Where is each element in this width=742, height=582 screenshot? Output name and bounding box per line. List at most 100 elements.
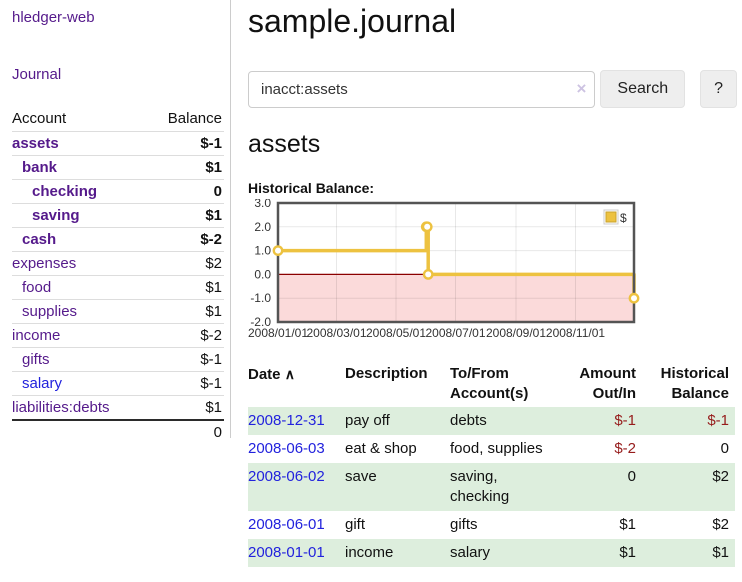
account-row: food $1 — [12, 275, 224, 300]
balance-cell: 0 — [720, 440, 729, 457]
account-name-cell: bank — [12, 155, 148, 180]
account-balance: $2 — [147, 251, 224, 276]
account-column-header: Account — [12, 107, 148, 132]
account-balance: $1 — [147, 299, 224, 324]
transaction-date-link[interactable]: 2008-06-02 — [248, 468, 325, 485]
account-row: expenses $2 — [12, 251, 224, 276]
account-link-supplies[interactable]: supplies — [22, 303, 78, 320]
account-link-income[interactable]: income — [12, 327, 61, 344]
account-name-cell: food — [12, 275, 148, 300]
page-title: sample.journal — [248, 3, 457, 39]
account-row: salary $-1 — [12, 371, 224, 396]
account-row: cash $-2 — [12, 227, 224, 252]
clear-search-icon[interactable]: × — [576, 78, 587, 98]
account-link-saving[interactable]: saving — [32, 207, 80, 224]
account-balance: 0 — [147, 179, 224, 204]
account-balance: $-2 — [147, 227, 224, 252]
svg-text:0.0: 0.0 — [254, 267, 271, 281]
account-name-cell: liabilities:debts — [12, 396, 147, 421]
search-button[interactable]: Search — [600, 70, 686, 108]
account-balance: $1 — [147, 203, 224, 228]
balance-chart: 3.0 2.0 1.0 0.0 -1.0 -2.0 2008/01/01 2008/03/01… — [248, 199, 737, 340]
transaction-date-link[interactable]: 2008-06-03 — [248, 440, 325, 457]
account-link-salary[interactable]: salary — [22, 375, 63, 392]
app-title-link[interactable]: hledger-web — [12, 9, 95, 26]
account-heading: assets — [248, 130, 321, 158]
account-link-bank[interactable]: bank — [22, 159, 58, 176]
account-name-cell: supplies — [12, 299, 148, 324]
account-balance: $-1 — [147, 347, 224, 372]
transaction-date-link[interactable]: 2008-12-31 — [248, 412, 325, 429]
date-cell: 2008-06-01 — [248, 511, 345, 539]
accounts-cell: gifts — [450, 516, 478, 533]
search-input[interactable] — [248, 70, 596, 108]
transaction-date-link[interactable]: 2008-06-01 — [248, 516, 325, 533]
register-table: Date ∧ Description To/From Account(s) Am… — [248, 361, 735, 567]
account-balance: $-1 — [147, 131, 224, 156]
account-name-cell: saving — [12, 203, 148, 228]
help-button[interactable]: ? — [700, 70, 737, 108]
balance-chart-svg: 3.0 2.0 1.0 0.0 -1.0 -2.02008/01/012008/03/01… — [248, 199, 640, 340]
description-cell: gift — [345, 516, 366, 533]
balance-cell: $2 — [712, 516, 729, 533]
accounts-cell: food, supplies — [450, 440, 543, 457]
svg-text:2.0: 2.0 — [254, 220, 271, 234]
account-name-cell: checking — [12, 179, 148, 204]
amount-cell: $1 — [619, 516, 636, 533]
account-link-cash[interactable]: cash — [22, 231, 57, 248]
date-cell: 2008-01-01 — [248, 539, 345, 567]
account-name-cell: salary — [12, 371, 148, 396]
svg-text:$: $ — [620, 211, 627, 225]
accounts-table: Account Balance assets $-1 bank $1 checking 0… — [12, 107, 224, 444]
svg-text:2008/01/01: 2008/01/01 — [248, 326, 308, 340]
transaction-row: 2008-06-01 gift gifts $1 $2 — [248, 511, 735, 539]
account-row: income $-2 — [12, 323, 224, 348]
account-row: saving $1 — [12, 203, 224, 228]
chart-title: Historical Balance: — [248, 180, 375, 196]
account-balance: $1 — [147, 275, 224, 300]
svg-text:2008/11/01: 2008/11/01 — [546, 326, 605, 340]
accounts-column-header: To/From Account(s) — [450, 365, 529, 402]
description-cell: eat & shop — [345, 440, 417, 457]
balance-cell: $2 — [712, 468, 729, 485]
account-name-cell: assets — [12, 131, 148, 156]
description-cell: save — [345, 468, 377, 485]
date-column-header: Date ∧ — [248, 366, 295, 383]
account-link-food[interactable]: food — [22, 279, 52, 296]
account-row: assets $-1 — [12, 131, 224, 156]
amount-cell: $-1 — [614, 412, 636, 429]
account-name-cell: gifts — [12, 347, 148, 372]
svg-text:-2.0: -2.0 — [250, 315, 271, 329]
account-link-gifts[interactable]: gifts — [22, 351, 50, 368]
account-name-cell: cash — [12, 227, 148, 252]
balance-cell: $1 — [712, 544, 729, 561]
transaction-date-link[interactable]: 2008-01-01 — [248, 544, 325, 561]
account-row: bank $1 — [12, 155, 224, 180]
account-link-liabilities-debts[interactable]: liabilities:debts — [12, 399, 110, 416]
accounts-cell: saving, checking — [450, 468, 510, 505]
sidebar-item-journal[interactable]: Journal — [12, 66, 62, 83]
account-row: gifts $-1 — [12, 347, 224, 372]
svg-text:-1.0: -1.0 — [250, 291, 271, 305]
svg-text:2008/07/01: 2008/07/01 — [425, 326, 485, 340]
accounts-table-header: Account Balance — [12, 107, 224, 132]
amount-cell: $-2 — [614, 440, 636, 457]
svg-text:3.0: 3.0 — [254, 199, 271, 210]
amount-cell: $1 — [619, 544, 636, 561]
accounts-cell: salary — [450, 544, 491, 561]
account-balance: $-1 — [147, 371, 224, 396]
search-input-wrap: × — [248, 70, 596, 108]
date-cell: 2008-12-31 — [248, 407, 345, 435]
account-balance: $1 — [205, 399, 222, 416]
balance-column-header: Historical Balance — [660, 365, 729, 402]
account-link-expenses[interactable]: expenses — [12, 255, 77, 272]
svg-text:2008/09/01: 2008/09/01 — [486, 326, 546, 340]
account-name-cell: income — [12, 323, 148, 348]
account-balance: $1 — [147, 155, 224, 180]
account-link-assets[interactable]: assets — [12, 135, 59, 152]
account-link-checking[interactable]: checking — [32, 183, 98, 200]
sort-ascending-icon: ∧ — [284, 366, 295, 382]
transaction-row: 2008-06-02 save saving, checking 0 $2 — [248, 463, 735, 511]
accounts-total-value: 0 — [147, 419, 224, 444]
account-row: supplies $1 — [12, 299, 224, 324]
